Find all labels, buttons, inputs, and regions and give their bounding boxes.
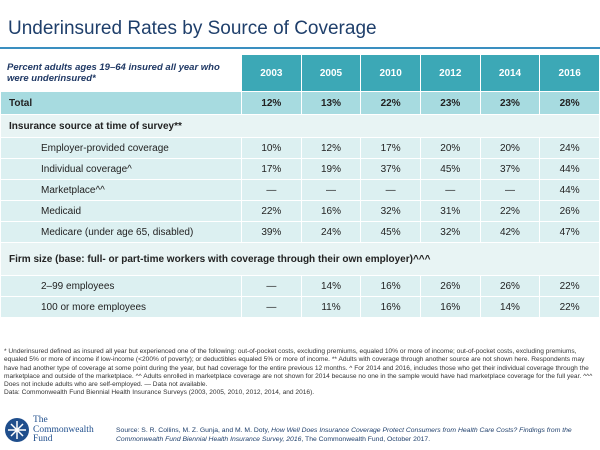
cell: 17% bbox=[360, 137, 421, 159]
section-row: Insurance source at time of survey** bbox=[0, 114, 600, 138]
cell: 42% bbox=[479, 221, 541, 243]
cell: 12% bbox=[241, 91, 302, 115]
logo-line: The bbox=[33, 415, 48, 425]
cell: 31% bbox=[419, 200, 481, 222]
cell: 10% bbox=[241, 137, 302, 159]
cell: 11% bbox=[300, 296, 362, 318]
row-label: 2–99 employees bbox=[0, 275, 242, 297]
cell: 22% bbox=[360, 91, 421, 115]
cell: 17% bbox=[241, 158, 302, 180]
cell: 44% bbox=[539, 179, 600, 201]
cell: 37% bbox=[360, 158, 421, 180]
cell: 39% bbox=[241, 221, 302, 243]
row-label: 100 or more employees bbox=[0, 296, 242, 318]
row-label: Individual coverage^ bbox=[0, 158, 242, 180]
cell: 24% bbox=[539, 137, 600, 159]
cell: 28% bbox=[539, 91, 600, 115]
cell: 19% bbox=[300, 158, 362, 180]
cell: 22% bbox=[539, 296, 600, 318]
cell: 26% bbox=[539, 200, 600, 222]
section-row: Firm size (base: full- or part-time work… bbox=[0, 242, 600, 276]
cell: 12% bbox=[300, 137, 362, 159]
cell: 37% bbox=[479, 158, 541, 180]
cell: 22% bbox=[241, 200, 302, 222]
row-label: Total bbox=[0, 91, 242, 115]
logo-icon bbox=[5, 418, 29, 443]
column-header: 2014 bbox=[479, 54, 541, 92]
table-row: Medicare (under age 65, disabled) 39% 24% 4… bbox=[0, 221, 600, 243]
cell: 26% bbox=[479, 275, 541, 297]
source-prefix: Source: S. R. Collins, M. Z. Gunja, and … bbox=[116, 427, 272, 434]
cell: — bbox=[241, 179, 302, 201]
cell: 14% bbox=[479, 296, 541, 318]
cell: 16% bbox=[300, 200, 362, 222]
cell: 20% bbox=[419, 137, 481, 159]
table-row: 100 or more employees —11% 16% 16% 14% 22% bbox=[0, 296, 600, 318]
logo-line: Commonwealth bbox=[33, 424, 94, 435]
table-row: Marketplace^^ — — — — —44% bbox=[0, 179, 600, 201]
cell: 23% bbox=[479, 91, 541, 115]
column-header: 2012 bbox=[419, 54, 481, 92]
section-label: Firm size (base: full- or part-time work… bbox=[0, 242, 600, 276]
cell: — bbox=[479, 179, 541, 201]
cell: 14% bbox=[300, 275, 362, 297]
cell: 23% bbox=[419, 91, 481, 115]
table-row: Medicaid 22% 16% 32% 31% 22% 26% bbox=[0, 200, 600, 222]
section-label: Insurance source at time of survey** bbox=[0, 114, 600, 138]
cell: 16% bbox=[360, 296, 421, 318]
cell: — bbox=[241, 296, 302, 318]
cell: — bbox=[360, 179, 421, 201]
column-header: 2005 bbox=[300, 54, 362, 92]
corner-header: Percent adults ages 19–64 insured all ye… bbox=[0, 54, 242, 92]
source: Source: S. R. Collins, M. Z. Gunja, and … bbox=[116, 427, 596, 444]
cell: 26% bbox=[419, 275, 481, 297]
title-rule bbox=[0, 47, 600, 49]
cell: 45% bbox=[419, 158, 481, 180]
column-header: 2010 bbox=[360, 54, 421, 92]
cell: 22% bbox=[479, 200, 541, 222]
table-row: Total 12% 13% 22% 23% 23% 28% bbox=[0, 91, 600, 115]
cell: — bbox=[241, 275, 302, 297]
cell: — bbox=[300, 179, 362, 201]
source-title: How Well Does Insurance Coverage Protect… bbox=[116, 427, 572, 443]
data-note: Data: Commonwealth Fund Biennial Health … bbox=[4, 389, 315, 397]
logo-text: The Commonwealth Fund bbox=[33, 415, 94, 445]
cell: 32% bbox=[419, 221, 481, 243]
cell: 16% bbox=[360, 275, 421, 297]
data-table: Percent adults ages 19–64 insured all ye… bbox=[0, 54, 600, 318]
cell: 44% bbox=[539, 158, 600, 180]
cell: 45% bbox=[360, 221, 421, 243]
table-row: 2–99 employees —14% 16% 26% 26% 22% bbox=[0, 275, 600, 297]
table-row: Individual coverage^ 17% 19% 37% 45% 37% 44% bbox=[0, 158, 600, 180]
cell: 32% bbox=[360, 200, 421, 222]
source-suffix: , The Commonwealth Fund, October 2017. bbox=[301, 435, 431, 443]
row-label: Marketplace^^ bbox=[0, 179, 242, 201]
footnote: * Underinsured defined as insured all ye… bbox=[4, 348, 593, 389]
row-label: Medicare (under age 65, disabled) bbox=[0, 221, 242, 243]
cell: 16% bbox=[419, 296, 481, 318]
logo-line: Fund bbox=[33, 434, 53, 444]
row-label: Employer-provided coverage bbox=[0, 137, 242, 159]
cell: 47% bbox=[539, 221, 600, 243]
footnotes: * Underinsured defined as insured all ye… bbox=[4, 348, 596, 398]
cell: 20% bbox=[479, 137, 541, 159]
column-header: 2016 bbox=[539, 54, 600, 92]
cell: 13% bbox=[300, 91, 362, 115]
title: Underinsured Rates by Source of Coverage bbox=[8, 18, 377, 39]
column-header: 2003 bbox=[241, 54, 302, 92]
header-row: Percent adults ages 19–64 insured all ye… bbox=[0, 54, 600, 92]
cell: 24% bbox=[300, 221, 362, 243]
cell: 22% bbox=[539, 275, 600, 297]
cell: — bbox=[419, 179, 481, 201]
table-row: Employer-provided coverage 10% 12% 17% 20% 20… bbox=[0, 137, 600, 159]
logo: The Commonwealth Fund bbox=[4, 415, 94, 445]
row-label: Medicaid bbox=[0, 200, 242, 222]
